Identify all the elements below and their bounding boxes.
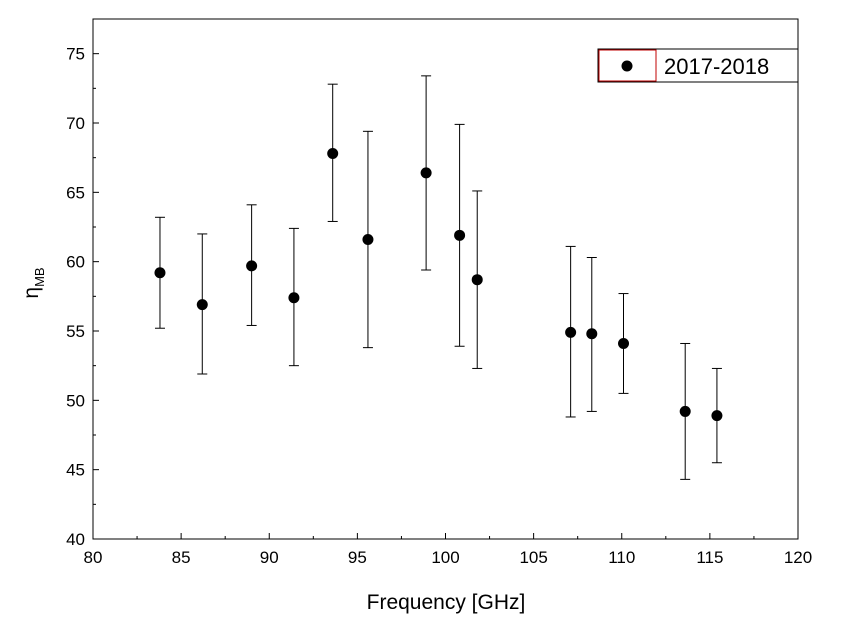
y-axis-title: ηMB <box>20 267 47 298</box>
x-tick-label: 90 <box>260 548 279 567</box>
y-tick-label: 75 <box>66 45 85 64</box>
data-marker <box>618 337 630 349</box>
y-axis: 40 45 50 55 60 65 70 75 <box>66 45 99 549</box>
y-axis-title-main: η <box>20 287 43 299</box>
data-point <box>246 204 258 326</box>
x-tick-label: 80 <box>84 548 103 567</box>
data-marker <box>565 326 577 338</box>
data-marker <box>420 167 432 179</box>
y-tick-label: 65 <box>66 183 85 202</box>
x-tick-label: 95 <box>348 548 367 567</box>
y-tick-label: 60 <box>66 253 85 272</box>
data-point <box>362 130 374 349</box>
data-marker <box>154 267 166 279</box>
x-tick-label: 105 <box>519 548 547 567</box>
data-point <box>679 342 691 480</box>
legend-marker-frame <box>598 49 657 82</box>
data-marker <box>196 299 208 311</box>
data-point <box>618 293 630 394</box>
x-tick-label: 110 <box>608 548 635 567</box>
data-marker <box>586 328 598 340</box>
x-tick-label: 85 <box>172 548 191 567</box>
x-tick-label: 115 <box>696 548 723 567</box>
plot-frame <box>92 18 799 540</box>
y-tick-label: 45 <box>66 461 85 480</box>
legend-label: 2017-2018 <box>664 54 769 79</box>
data-point <box>471 190 483 369</box>
data-marker <box>454 229 466 241</box>
data-marker <box>471 274 483 286</box>
x-axis-title: Frequency [GHz] <box>367 591 526 614</box>
data-point <box>565 245 577 418</box>
data-point <box>454 123 466 347</box>
data-marker <box>327 148 339 160</box>
data-marker <box>362 233 374 245</box>
y-axis-title-sub: MB <box>32 267 47 287</box>
data-point <box>196 233 208 375</box>
data-marker <box>288 292 300 304</box>
data-marker <box>246 260 258 272</box>
y-tick-label: 70 <box>66 114 85 133</box>
x-axis: 80 85 90 95 100 105 110 115 120 <box>84 533 812 567</box>
data-marker <box>711 410 723 422</box>
x-tick-label: 120 <box>784 548 812 567</box>
data-point <box>711 367 723 464</box>
y-tick-label: 55 <box>66 322 85 341</box>
legend-marker <box>621 60 633 72</box>
data-marker <box>679 405 691 417</box>
data-point <box>586 257 598 412</box>
y-tick-label: 50 <box>66 391 85 410</box>
y-tick-label: 40 <box>66 530 85 549</box>
data-point <box>327 83 339 222</box>
legend: 2017-2018 <box>597 48 799 83</box>
data-point <box>420 75 432 271</box>
x-tick-label: 100 <box>431 548 459 567</box>
data-series <box>154 75 723 480</box>
data-point <box>154 216 166 329</box>
data-point <box>288 227 300 367</box>
